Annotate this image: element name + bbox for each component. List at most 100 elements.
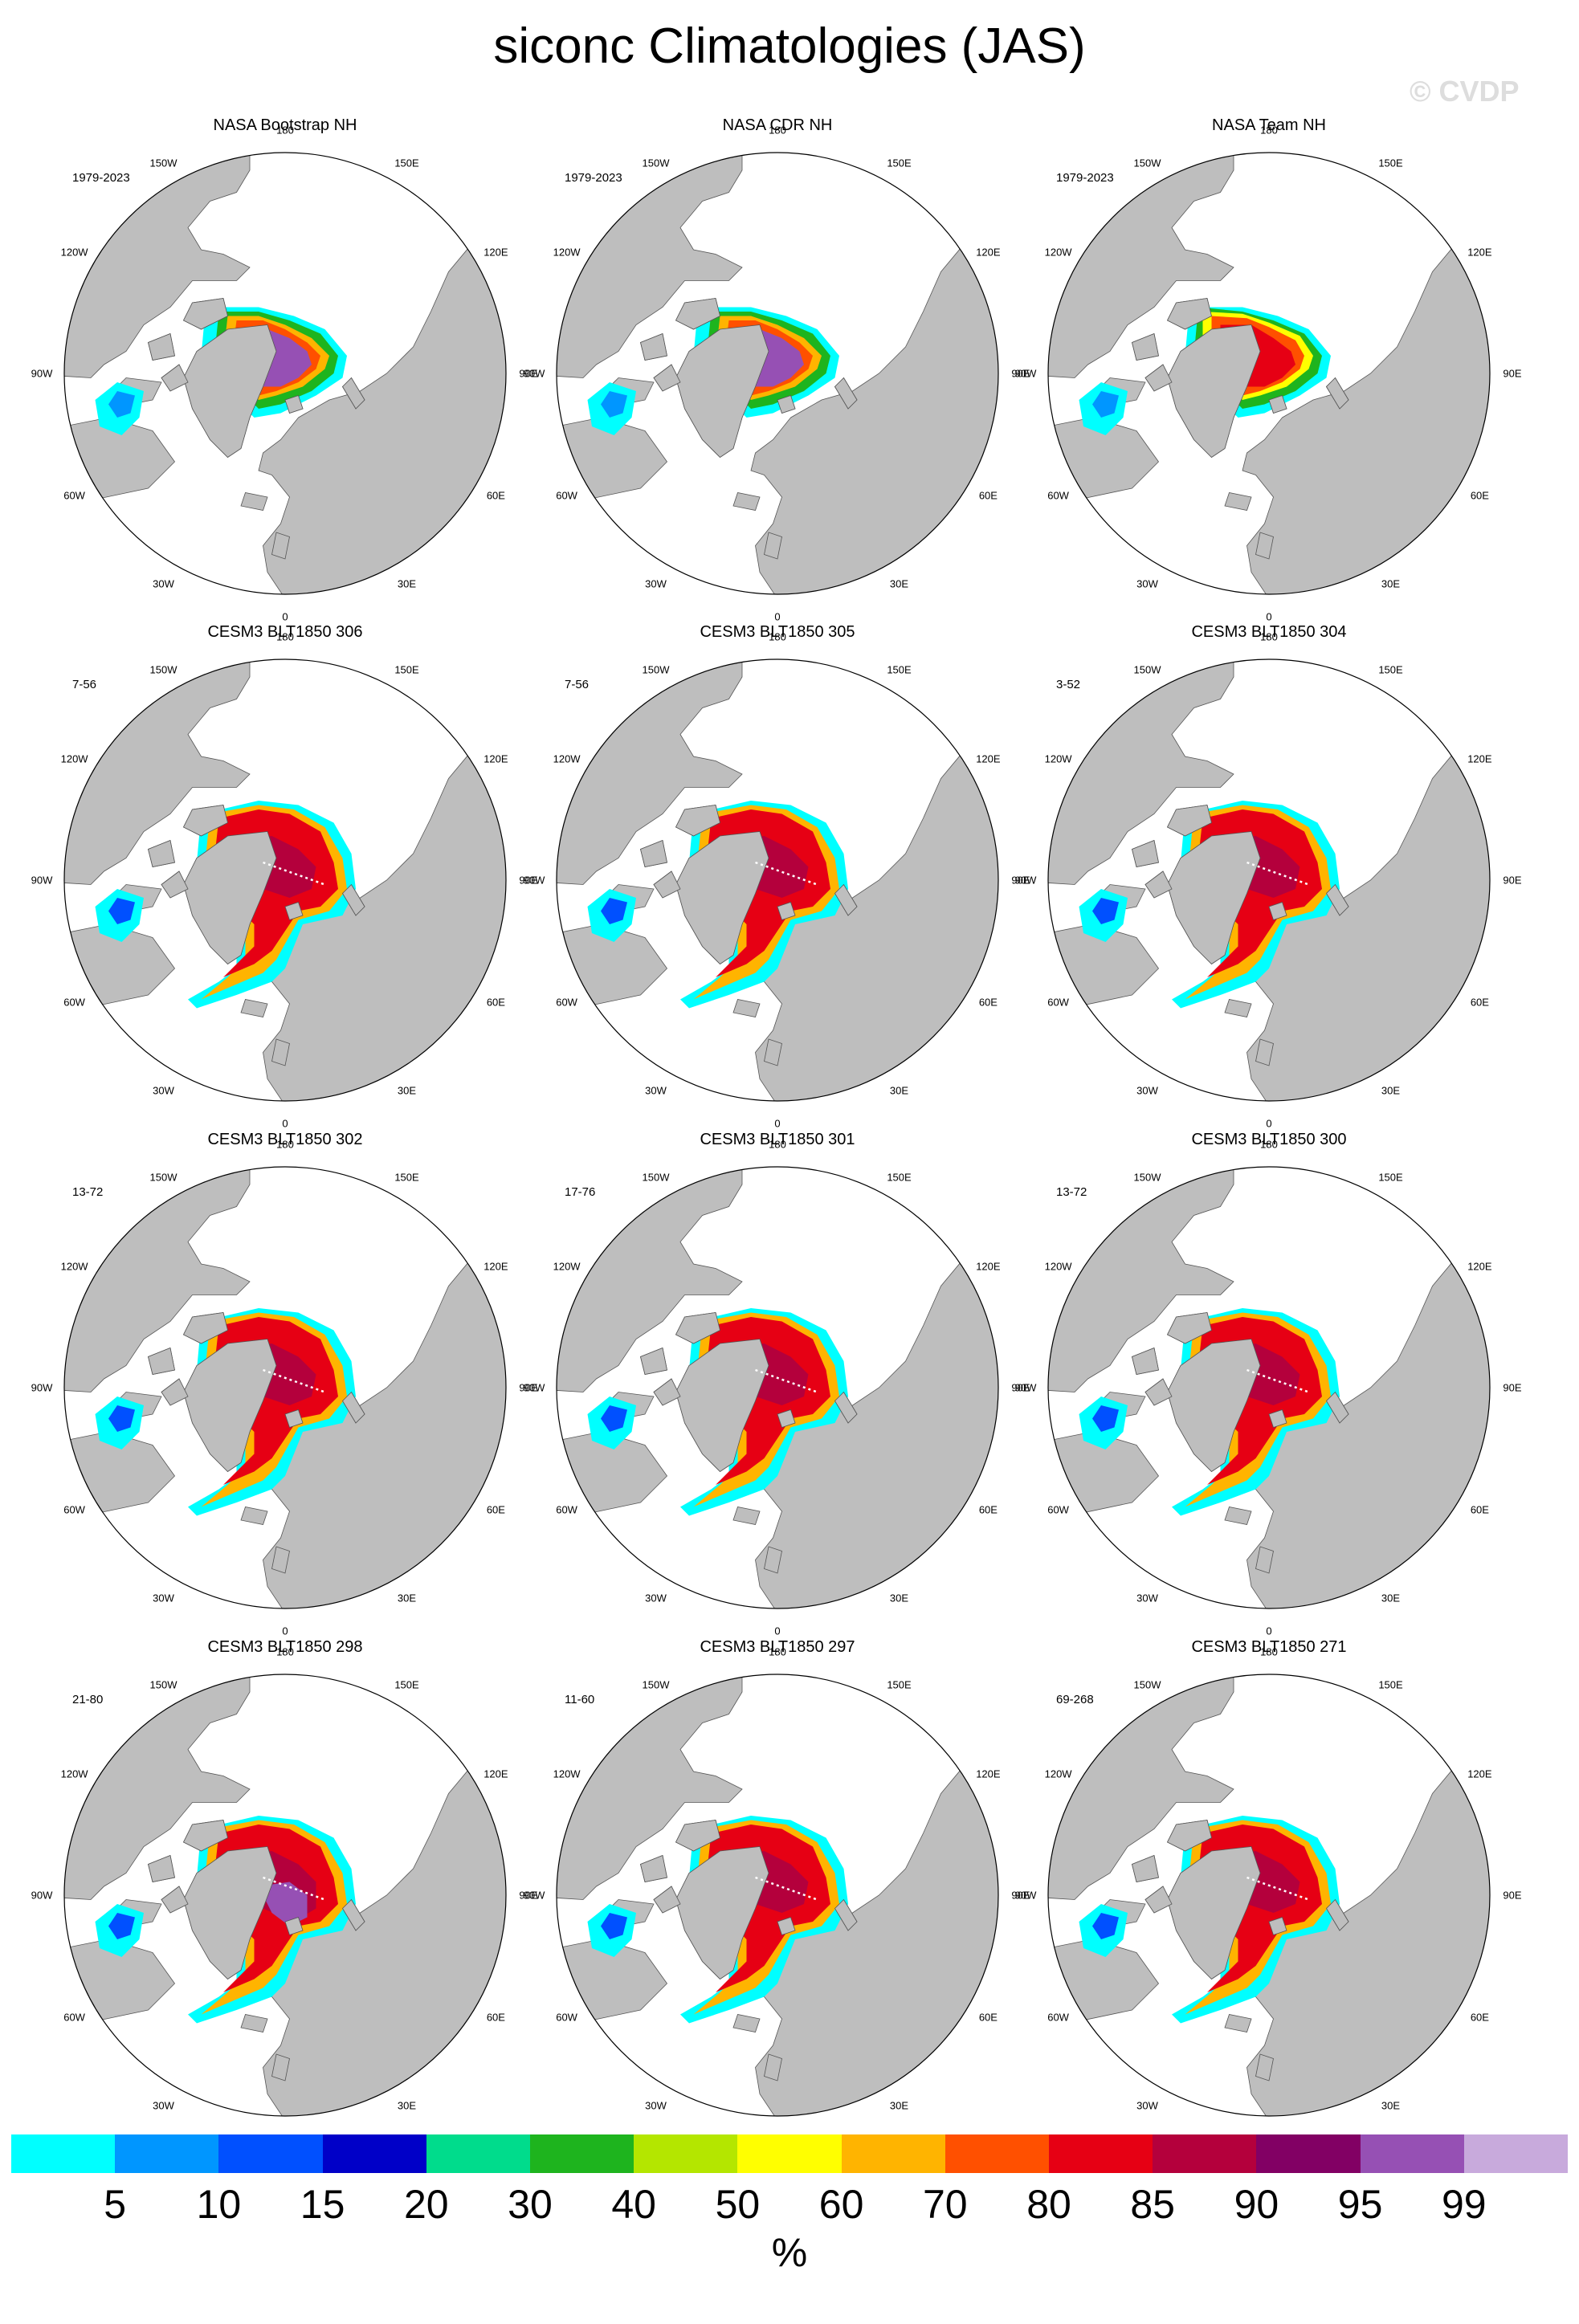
land-uk: [1255, 532, 1274, 560]
lon-label: 30W: [645, 1592, 667, 1604]
land-iceland: [732, 999, 761, 1017]
lon-label: 60W: [1047, 1503, 1069, 1515]
panel-title: CESM3 BLT1850 305: [700, 623, 855, 641]
land-arch1-top: [1166, 1820, 1212, 1852]
map-boundary: [63, 658, 507, 1102]
lon-label: 120E: [483, 752, 508, 764]
ice-hudson-inner: [601, 391, 627, 418]
map-panel: CESM3 BLT1850 306 7-56 180 150E 120E 90E 60E 30…: [31, 623, 538, 1137]
lon-label: 180: [769, 1645, 786, 1658]
colorbar-tick-label: 95: [1337, 2182, 1383, 2227]
lon-label: 90E: [1503, 1889, 1522, 1902]
land-iceland: [240, 2014, 268, 2032]
panel-title: CESM3 BLT1850 302: [207, 1131, 363, 1148]
land-svalbard-top: [777, 901, 796, 921]
lon-label: 120E: [1467, 1767, 1492, 1780]
panel-title: CESM3 BLT1850 297: [700, 1638, 855, 1656]
lon-label: 150W: [642, 663, 670, 676]
land-svalbard-top: [1268, 1409, 1287, 1429]
lon-label: 180: [1260, 1645, 1278, 1658]
ice-hudson-inner: [601, 1913, 627, 1939]
lon-label: 180: [276, 124, 294, 137]
lon-label: 90E: [1011, 874, 1030, 887]
colorbar-segment: [530, 2134, 634, 2173]
lon-label: 150W: [149, 157, 177, 169]
lon-label: 60E: [1470, 2011, 1489, 2023]
lon-label: 30E: [889, 577, 909, 590]
land-svalbard-top: [1268, 901, 1287, 921]
lon-label: 90E: [1011, 1381, 1030, 1394]
colorbar-tick-label: 80: [1026, 2182, 1071, 2227]
land-uk: [271, 1546, 290, 1574]
land-greenland-top: [1167, 831, 1261, 965]
colorbar-segment: [426, 2134, 531, 2173]
panel-years: 21-80: [72, 1693, 104, 1706]
lon-label: 90W: [1014, 1889, 1037, 1902]
land-arch2-top: [1132, 839, 1159, 867]
land-novaya-top: [834, 1898, 858, 1931]
lon-label: 0: [282, 610, 288, 623]
colorbar-segment: [945, 2134, 1050, 2173]
panel-title: CESM3 BLT1850 304: [1191, 623, 1347, 641]
map-panel: NASA Bootstrap NH 1979-2023 180 150E 120E 90E…: [31, 116, 538, 630]
lon-label: 30W: [153, 1592, 174, 1604]
lon-label: 60W: [556, 996, 577, 1008]
map-panel: CESM3 BLT1850 298 21-80 180 150E 120E 90E 60E 3…: [31, 1638, 538, 2152]
land-arch2-top: [1132, 1347, 1159, 1375]
land-novaya-top: [1325, 377, 1349, 410]
lon-label: 120E: [976, 246, 1001, 258]
land-arch1-top: [182, 1312, 228, 1344]
panel-title: NASA Bootstrap NH: [213, 116, 357, 134]
lon-label: 30E: [397, 2099, 417, 2112]
land-arch3-top: [1144, 364, 1173, 392]
lon-label: 90W: [31, 367, 53, 380]
land-svalbard-top: [777, 394, 796, 414]
lon-label: 90W: [523, 874, 545, 887]
land-arch2-top: [148, 1854, 175, 1882]
lon-label: 90E: [1503, 367, 1522, 380]
lon-label: 120E: [1467, 246, 1492, 258]
lon-label: 30W: [1136, 1592, 1158, 1604]
land-greenland-top: [675, 831, 769, 965]
lon-label: 60W: [1047, 2011, 1069, 2023]
panel-title: NASA CDR NH: [722, 116, 833, 134]
colorbar-segment: [1360, 2134, 1464, 2173]
land-greenland-top: [675, 324, 769, 459]
ice-hudson-inner: [1092, 898, 1119, 924]
polar-map: [1047, 152, 1491, 595]
ice-hudson-inner: [1092, 1913, 1119, 1939]
lon-label: 60E: [978, 489, 998, 501]
lon-label: 150E: [1378, 157, 1403, 169]
land-arch3-top: [161, 1886, 189, 1914]
ice-hudson-inner: [108, 1913, 135, 1939]
lon-label: 30W: [645, 2099, 667, 2112]
lon-label: 60W: [556, 489, 577, 501]
lon-label: 0: [774, 610, 781, 623]
land-novaya-top: [341, 1898, 365, 1931]
land-svalbard-top: [284, 901, 304, 921]
land-svalbard-top: [1268, 1916, 1287, 1936]
land-svalbard-top: [1268, 394, 1287, 414]
ice-hudson-inner: [108, 1405, 135, 1432]
lon-label: 60E: [1470, 996, 1489, 1008]
panel-title: NASA Team NH: [1212, 116, 1326, 134]
lon-label: 180: [276, 630, 294, 643]
map-panel: CESM3 BLT1850 304 3-52 180 150E 120E 90E 60E 30…: [1015, 623, 1522, 1137]
lon-label: 90E: [1011, 1889, 1030, 1902]
colorbar-tick-label: 99: [1441, 2182, 1487, 2227]
lon-label: 120E: [976, 752, 1001, 764]
land-arch1-top: [675, 805, 720, 837]
map-boundary: [556, 152, 999, 595]
lon-label: 30W: [1136, 1084, 1158, 1097]
colorbar-tick-label: 90: [1234, 2182, 1279, 2227]
ice-band-4: [259, 1882, 308, 1926]
land-arch2-top: [148, 1347, 175, 1375]
lon-label: 90W: [523, 1381, 545, 1394]
lon-label: 0: [774, 1625, 781, 1637]
land-greenland-top: [1167, 1846, 1261, 1980]
lon-label: 30W: [645, 1084, 667, 1097]
ice-hudson-inner: [108, 898, 135, 924]
land-novaya-top: [341, 377, 365, 410]
polar-map: [63, 152, 507, 595]
panel-years: 1979-2023: [1056, 171, 1114, 185]
